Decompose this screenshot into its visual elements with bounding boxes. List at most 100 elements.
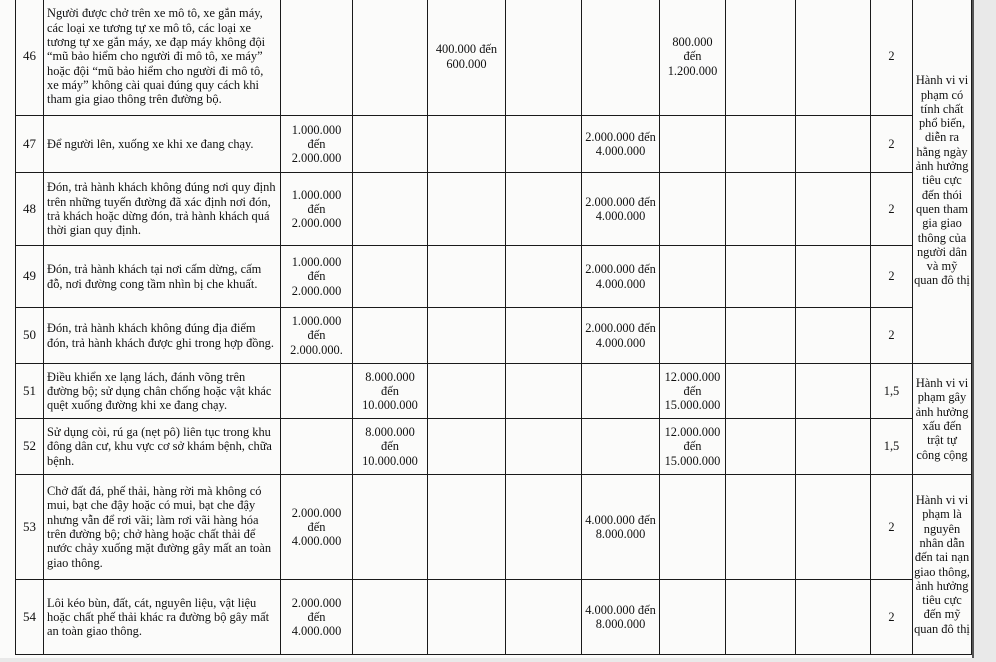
fine-amount-cell: 2.000.000 đến 4.000.000 <box>581 115 660 173</box>
coefficient-cell: 2 <box>870 307 913 364</box>
fine-amount-cell <box>659 579 726 655</box>
violation-description: Đón, trả hành khách tại nơi cấm dừng, cấ… <box>43 245 281 308</box>
fine-amount-cell: 8.000.000 đến 10.000.000 <box>352 363 428 419</box>
row-number: 46 <box>15 0 44 116</box>
fine-amount-cell: 2.000.000 đến 4.000.000 <box>581 307 660 364</box>
fine-amount-cell: 400.000 đến 600.000 <box>427 0 506 116</box>
table-row: 47 Để người lên, xuống xe khi xe đang chạ… <box>15 115 972 173</box>
fine-amount-cell <box>427 307 506 364</box>
fine-amount-cell: 12.000.000 đến 15.000.000 <box>659 363 726 419</box>
fine-amount-cell: 2.000.000 đến 4.000.000 <box>280 474 353 580</box>
fine-amount-cell: 4.000.000 đến 8.000.000 <box>581 579 660 655</box>
note-cell: Hành vi vi phạm có tính chất phổ biến, d… <box>912 0 972 364</box>
violation-description: Lôi kéo bùn, đất, cát, nguyên liệu, vật … <box>43 579 281 655</box>
coefficient-cell: 2 <box>870 0 913 116</box>
fine-amount-cell <box>505 115 582 173</box>
fine-amount-cell <box>352 115 428 173</box>
table-row: 49 Đón, trả hành khách tại nơi cấm dừng, … <box>15 245 972 308</box>
fine-amount-cell <box>795 418 871 475</box>
row-number: 49 <box>15 245 44 308</box>
fine-amount-cell <box>795 363 871 419</box>
coefficient-cell: 2 <box>870 474 913 580</box>
fine-amount-cell: 8.000.000 đến 10.000.000 <box>352 418 428 475</box>
row-number: 48 <box>15 172 44 246</box>
table-row: 51 Điều khiển xe lạng lách, đánh võng trê… <box>15 363 972 475</box>
fine-amount-cell <box>659 307 726 364</box>
fine-amount-cell <box>581 363 660 419</box>
fine-amount-cell <box>725 0 796 116</box>
fine-amount-cell <box>352 0 428 116</box>
row-number: 47 <box>15 115 44 173</box>
fine-amount-cell: 1.000.000 đến 2.000.000 <box>280 115 353 173</box>
table-row: 53 Chở đất đá, phế thải, hàng rời mà khôn… <box>15 474 972 655</box>
fine-amount-cell <box>725 245 796 308</box>
fine-amount-cell <box>725 172 796 246</box>
violation-description: Đón, trả hành khách không đúng địa điểm … <box>43 307 281 364</box>
fine-amount-cell <box>505 0 582 116</box>
fine-amount-cell <box>505 363 582 419</box>
fine-amount-cell: 1.000.000 đến 2.000.000 <box>280 172 353 246</box>
fine-amount-cell <box>725 579 796 655</box>
fine-amount-cell <box>795 307 871 364</box>
fine-amount-cell <box>725 307 796 364</box>
fine-amount-cell <box>505 172 582 246</box>
fine-amount-cell <box>725 115 796 173</box>
fine-amount-cell: 1.000.000 đến 2.000.000. <box>280 307 353 364</box>
fine-amount-cell <box>352 245 428 308</box>
fine-amount-cell <box>725 418 796 475</box>
fine-amount-cell <box>795 172 871 246</box>
violation-description: Để người lên, xuống xe khi xe đang chạy. <box>43 115 281 173</box>
fine-amount-cell <box>352 579 428 655</box>
fine-amount-cell: 2.000.000 đến 4.000.000 <box>280 579 353 655</box>
fine-amount-cell <box>725 363 796 419</box>
fine-amount-cell <box>505 307 582 364</box>
coefficient-cell: 2 <box>870 245 913 308</box>
fine-amount-cell <box>280 418 353 475</box>
fine-amount-cell <box>659 474 726 580</box>
fine-amount-cell <box>505 245 582 308</box>
table-row: 46 Người được chở trên xe mô tô, xe gắn m… <box>15 0 972 364</box>
fine-amount-cell <box>427 115 506 173</box>
fine-amount-cell <box>352 474 428 580</box>
row-number: 52 <box>15 418 44 475</box>
fine-amount-cell <box>427 579 506 655</box>
fine-amount-cell <box>280 363 353 419</box>
table-row: 48 Đón, trả hành khách không đúng nơi quy… <box>15 172 972 246</box>
violation-description: Điều khiển xe lạng lách, đánh võng trên … <box>43 363 281 419</box>
violation-description: Người được chở trên xe mô tô, xe gắn máy… <box>43 0 281 116</box>
coefficient-cell: 1,5 <box>870 418 913 475</box>
table-row: 54 Lôi kéo bùn, đất, cát, nguyên liệu, vậ… <box>15 579 972 655</box>
row-number: 54 <box>15 579 44 655</box>
fine-amount-cell <box>427 363 506 419</box>
penalty-table: 46 Người được chở trên xe mô tô, xe gắn m… <box>15 0 972 655</box>
fine-amount-cell <box>795 474 871 580</box>
fine-amount-cell: 2.000.000 đến 4.000.000 <box>581 245 660 308</box>
coefficient-cell: 2 <box>870 172 913 246</box>
coefficient-cell: 2 <box>870 579 913 655</box>
fine-amount-cell <box>795 115 871 173</box>
fine-amount-cell <box>505 579 582 655</box>
coefficient-cell: 2 <box>870 115 913 173</box>
fine-amount-cell: 2.000.000 đến 4.000.000 <box>581 172 660 246</box>
fine-amount-cell: 12.000.000 đến 15.000.000 <box>659 418 726 475</box>
note-cell: Hành vi vi phạm là nguyên nhân dẫn đến t… <box>912 474 972 655</box>
fine-amount-cell <box>352 307 428 364</box>
fine-amount-cell <box>795 0 871 116</box>
row-number: 53 <box>15 474 44 580</box>
fine-amount-cell <box>427 172 506 246</box>
fine-amount-cell <box>659 115 726 173</box>
coefficient-cell: 1,5 <box>870 363 913 419</box>
fine-amount-cell <box>505 418 582 475</box>
note-cell: Hành vi vi phạm gây ảnh hưởng xấu đến tr… <box>912 363 972 475</box>
violation-description: Chở đất đá, phế thải, hàng rời mà không … <box>43 474 281 580</box>
fine-amount-cell: 1.000.000 đến 2.000.000 <box>280 245 353 308</box>
fine-amount-cell <box>795 579 871 655</box>
fine-amount-cell <box>427 418 506 475</box>
violation-description: Đón, trả hành khách không đúng nơi quy đ… <box>43 172 281 246</box>
fine-amount-cell <box>505 474 582 580</box>
fine-amount-cell <box>725 474 796 580</box>
fine-amount-cell <box>280 0 353 116</box>
fine-amount-cell <box>581 0 660 116</box>
fine-amount-cell <box>427 474 506 580</box>
fine-amount-cell <box>427 245 506 308</box>
